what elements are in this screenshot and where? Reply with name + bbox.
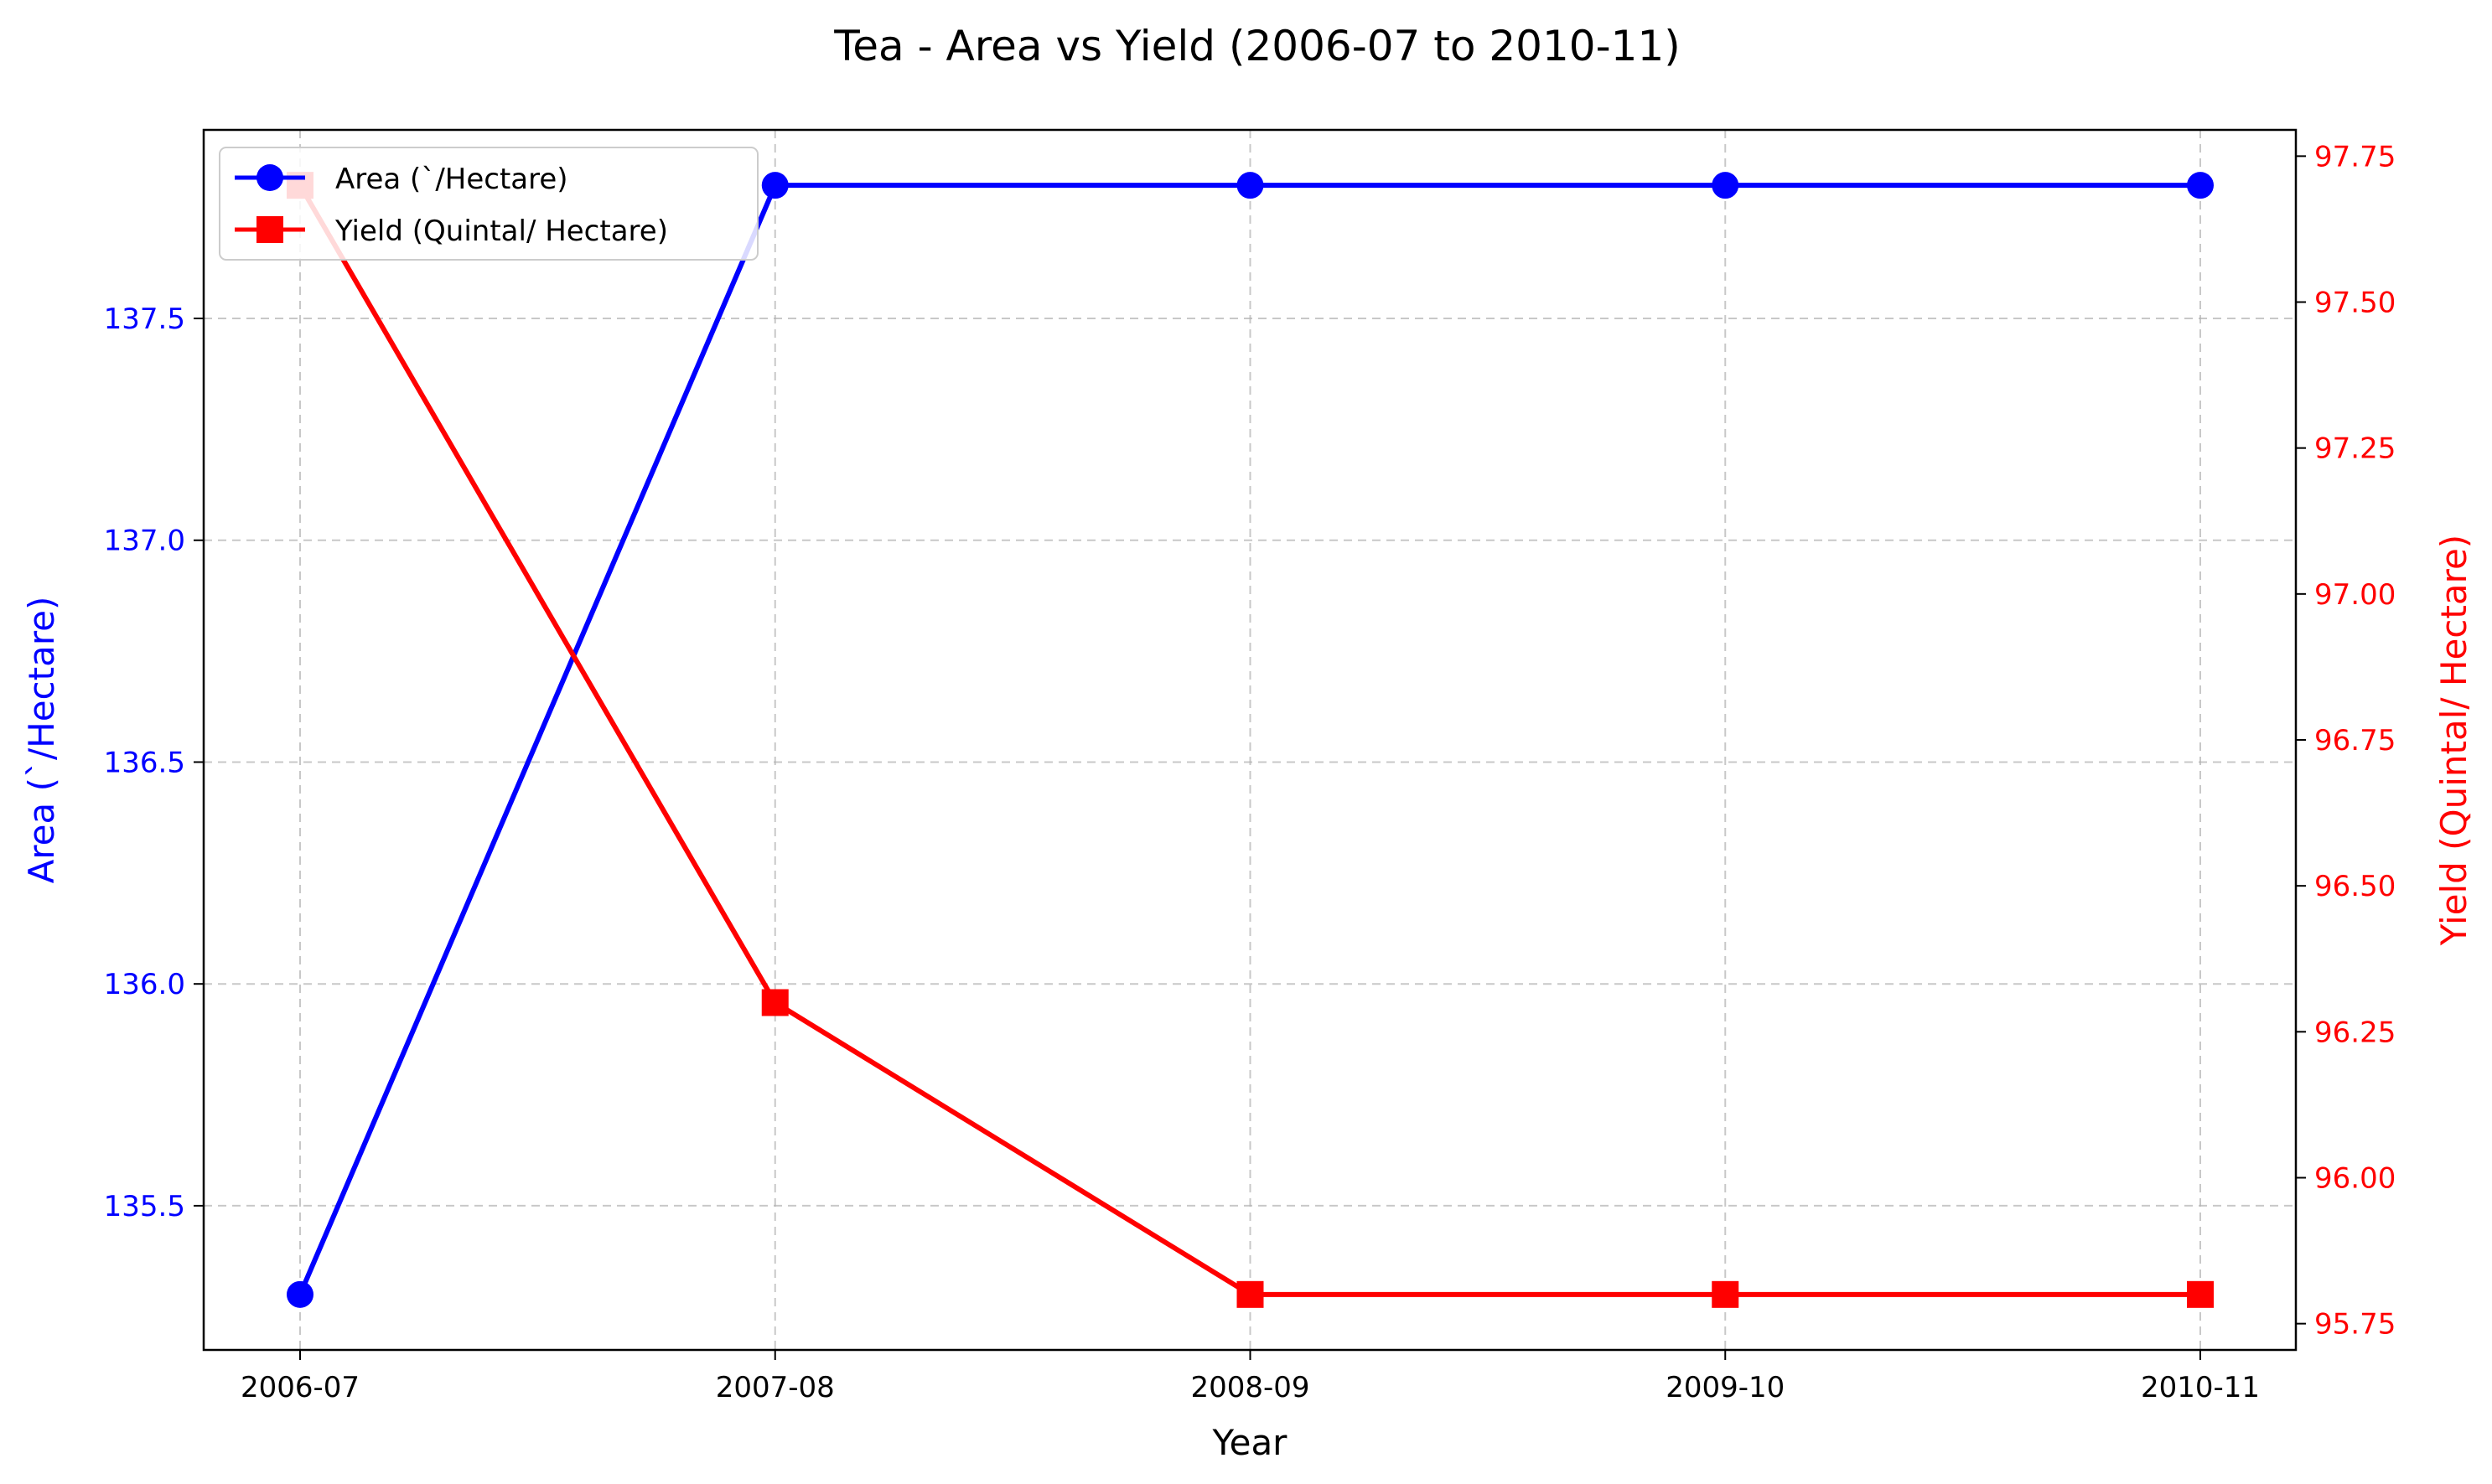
data-point-yield bbox=[1236, 1280, 1264, 1308]
y-right-tick-label: 96.00 bbox=[2314, 1161, 2396, 1195]
y-right-tick-label: 96.50 bbox=[2314, 870, 2396, 903]
legend-area-marker bbox=[256, 164, 283, 191]
y-axis-right-label: Yield (Quintal/ Hectare) bbox=[2433, 535, 2474, 946]
y-right-tick-label: 97.00 bbox=[2314, 578, 2396, 612]
data-point-area bbox=[1712, 172, 1739, 199]
y-axis-left: 135.5 136.0 136.5 137.0 137.5 bbox=[104, 302, 204, 1223]
series-area bbox=[287, 172, 2214, 1308]
x-axis: 2006-07 2007-08 2008-09 2009-10 2010-11 bbox=[241, 1350, 2260, 1404]
data-point-yield bbox=[1712, 1280, 1739, 1308]
legend-yield-marker bbox=[256, 216, 283, 243]
y-left-tick-label: 137.5 bbox=[104, 302, 185, 336]
y-axis-left-label: Area (`/Hectare) bbox=[21, 597, 62, 884]
data-point-area bbox=[1236, 172, 1264, 199]
y-right-tick-label: 96.25 bbox=[2314, 1016, 2396, 1049]
legend-area-label: Area (`/Hectare) bbox=[335, 163, 568, 196]
y-right-tick-label: 95.75 bbox=[2314, 1308, 2396, 1342]
y-axis-right: 95.75 96.00 96.25 96.50 96.75 97.00 97.25 97.50… bbox=[2296, 140, 2396, 1342]
y-left-tick-label: 135.5 bbox=[104, 1190, 185, 1223]
chart-title: Tea - Area vs Yield (2006-07 to 2010-11) bbox=[833, 22, 1681, 70]
data-point-yield bbox=[2187, 1280, 2214, 1308]
y-right-tick-label: 97.50 bbox=[2314, 287, 2396, 320]
y-right-tick-label: 97.25 bbox=[2314, 432, 2396, 466]
data-point-area bbox=[2187, 172, 2214, 199]
x-tick-label: 2009-10 bbox=[1666, 1371, 1785, 1404]
data-point-yield bbox=[761, 989, 789, 1016]
x-tick-label: 2007-08 bbox=[716, 1371, 835, 1404]
data-point-area bbox=[761, 172, 789, 199]
y-left-tick-label: 136.0 bbox=[104, 968, 185, 1001]
y-left-tick-label: 136.5 bbox=[104, 746, 185, 779]
y-right-tick-label: 97.75 bbox=[2314, 140, 2396, 173]
x-tick-label: 2008-09 bbox=[1190, 1371, 1309, 1404]
y-right-tick-label: 96.75 bbox=[2314, 724, 2396, 758]
data-point-area bbox=[287, 1280, 313, 1308]
legend-yield-label: Yield (Quintal/ Hectare) bbox=[334, 215, 668, 248]
legend-entry-yield: Yield (Quintal/ Hectare) bbox=[235, 215, 668, 248]
y-left-tick-label: 137.0 bbox=[104, 525, 185, 558]
legend-box bbox=[219, 147, 759, 261]
grid bbox=[204, 130, 2296, 1350]
x-tick-label: 2006-07 bbox=[241, 1371, 360, 1404]
legend-entry-area: Area (`/Hectare) bbox=[235, 163, 568, 196]
x-axis-label: Year bbox=[1212, 1422, 1288, 1463]
x-tick-label: 2010-11 bbox=[2141, 1371, 2260, 1404]
legend: Area (`/Hectare) Yield (Quintal/ Hectare… bbox=[219, 147, 759, 261]
